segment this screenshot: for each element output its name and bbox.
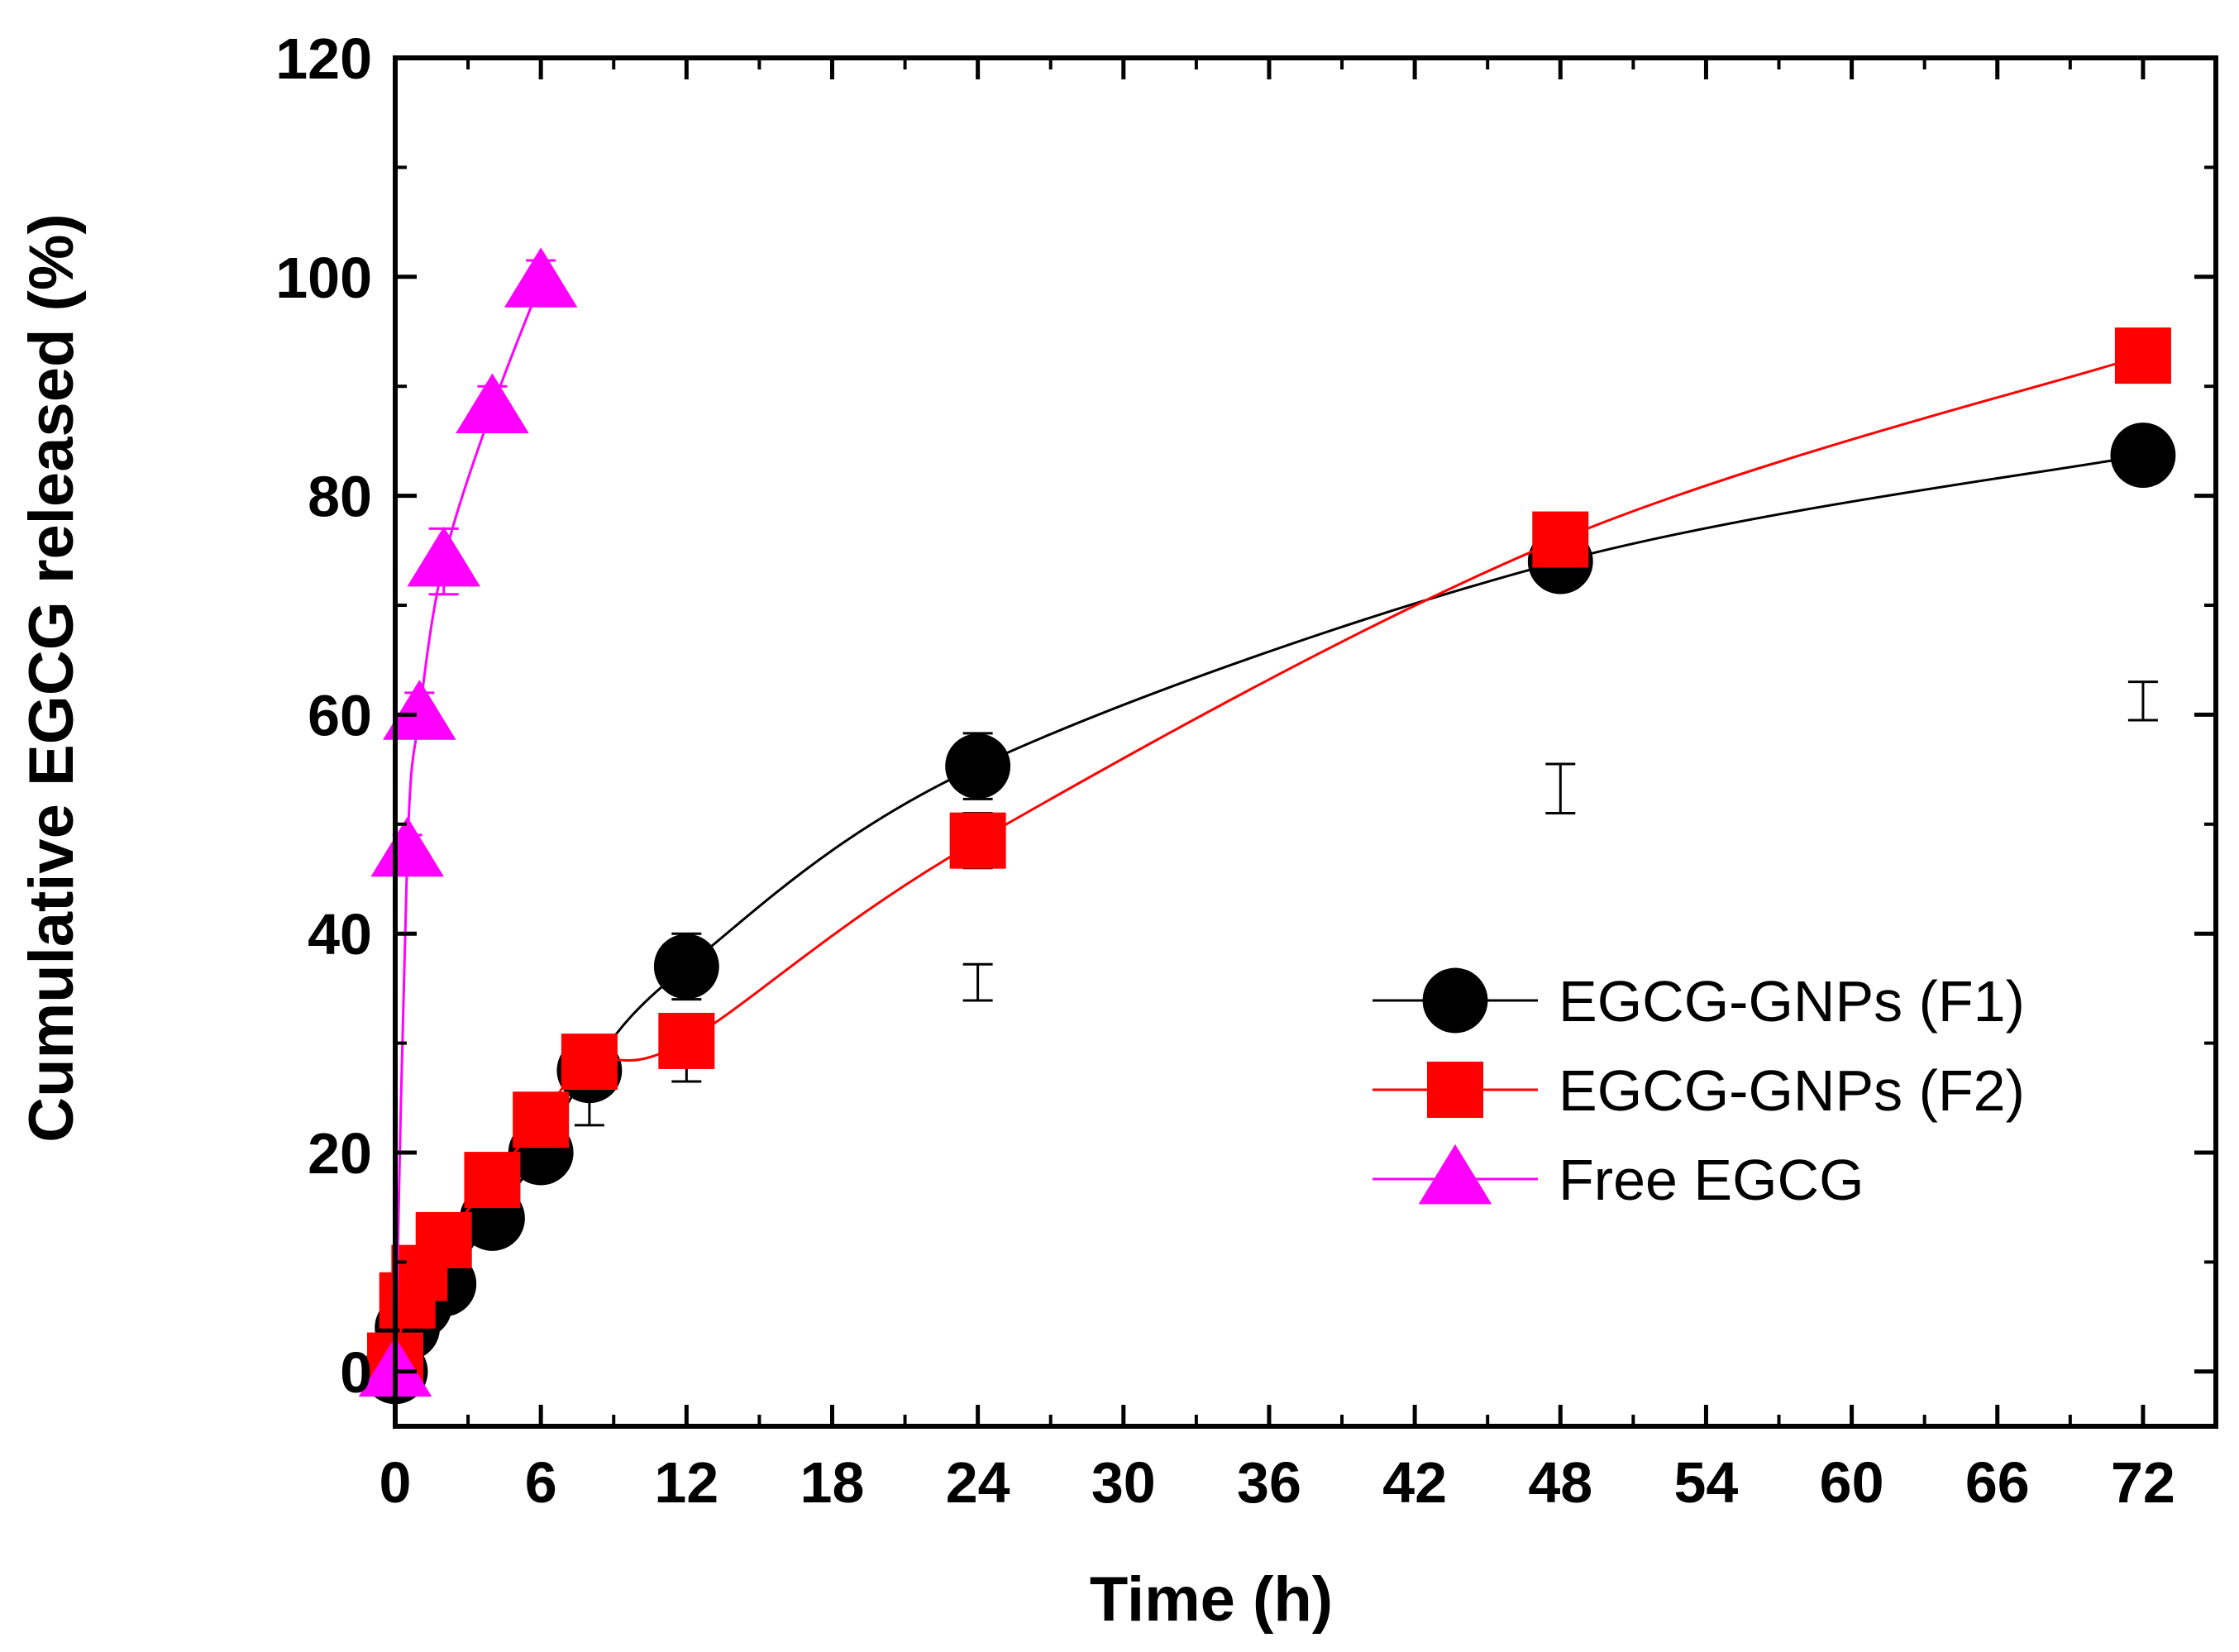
series-layer xyxy=(358,247,2176,1405)
series-egcg-gnps-f2 xyxy=(367,327,2171,1389)
data-point xyxy=(415,1211,472,1268)
x-tick-label: 42 xyxy=(1382,1450,1447,1515)
x-tick-label: 24 xyxy=(946,1450,1010,1515)
x-tick-label: 48 xyxy=(1528,1450,1592,1515)
legend-marker xyxy=(1418,1144,1492,1205)
legend-label: EGCG-GNPs (F2) xyxy=(1559,1058,2025,1123)
y-axis-title: Cumulative EGCG released (%) xyxy=(17,213,87,1142)
data-point xyxy=(456,373,529,434)
data-point xyxy=(464,1152,521,1209)
data-point xyxy=(1532,511,1589,568)
data-point xyxy=(2110,423,2176,489)
x-tick-label: 60 xyxy=(1820,1450,1884,1515)
x-tick-label: 36 xyxy=(1237,1450,1301,1515)
data-point xyxy=(945,733,1011,800)
data-point xyxy=(383,680,456,740)
series-free-egcg xyxy=(358,247,578,1397)
axes-layer xyxy=(393,55,2218,1429)
x-tick-label: 6 xyxy=(525,1450,557,1515)
y-tick-label: 0 xyxy=(340,1340,372,1405)
legend-marker xyxy=(1427,1062,1483,1118)
legend-label: EGCG-GNPs (F1) xyxy=(1559,969,2025,1034)
x-tick-label: 18 xyxy=(800,1450,865,1515)
data-point xyxy=(561,1034,618,1091)
data-point xyxy=(949,812,1006,869)
y-tick-label: 120 xyxy=(275,26,372,91)
y-tick-label: 80 xyxy=(308,465,372,529)
x-tick-label: 72 xyxy=(2111,1450,2175,1515)
data-point xyxy=(407,526,480,587)
x-tick-label: 54 xyxy=(1674,1450,1739,1515)
data-point xyxy=(370,816,444,877)
y-tick-label: 60 xyxy=(308,683,372,747)
data-point xyxy=(653,933,719,1000)
x-tick-label: 0 xyxy=(380,1450,412,1515)
legend-marker xyxy=(1422,967,1488,1034)
tick-layer: 0 6 12 18 24 30 36 42 48 54 60 66 72 0 20 40 60 80 100 120 xyxy=(275,26,2216,1515)
y-tick-label: 20 xyxy=(308,1121,372,1186)
y-tick-label: 40 xyxy=(308,902,372,967)
legend: EGCG-GNPs (F1) EGCG-GNPs (F2) Free EGCG xyxy=(1373,967,2025,1212)
x-tick-label: 12 xyxy=(654,1450,718,1515)
data-point xyxy=(658,1012,715,1069)
legend-label: Free EGCG xyxy=(1559,1148,1864,1212)
data-point xyxy=(2114,327,2171,384)
x-tick-label: 30 xyxy=(1091,1450,1156,1515)
data-point xyxy=(504,247,578,308)
x-tick-label: 66 xyxy=(1965,1450,2030,1515)
x-axis-title: Time (h) xyxy=(1090,1564,1333,1635)
plot-frame xyxy=(393,55,2218,1429)
y-tick-label: 100 xyxy=(275,246,372,310)
data-point xyxy=(513,1091,570,1148)
